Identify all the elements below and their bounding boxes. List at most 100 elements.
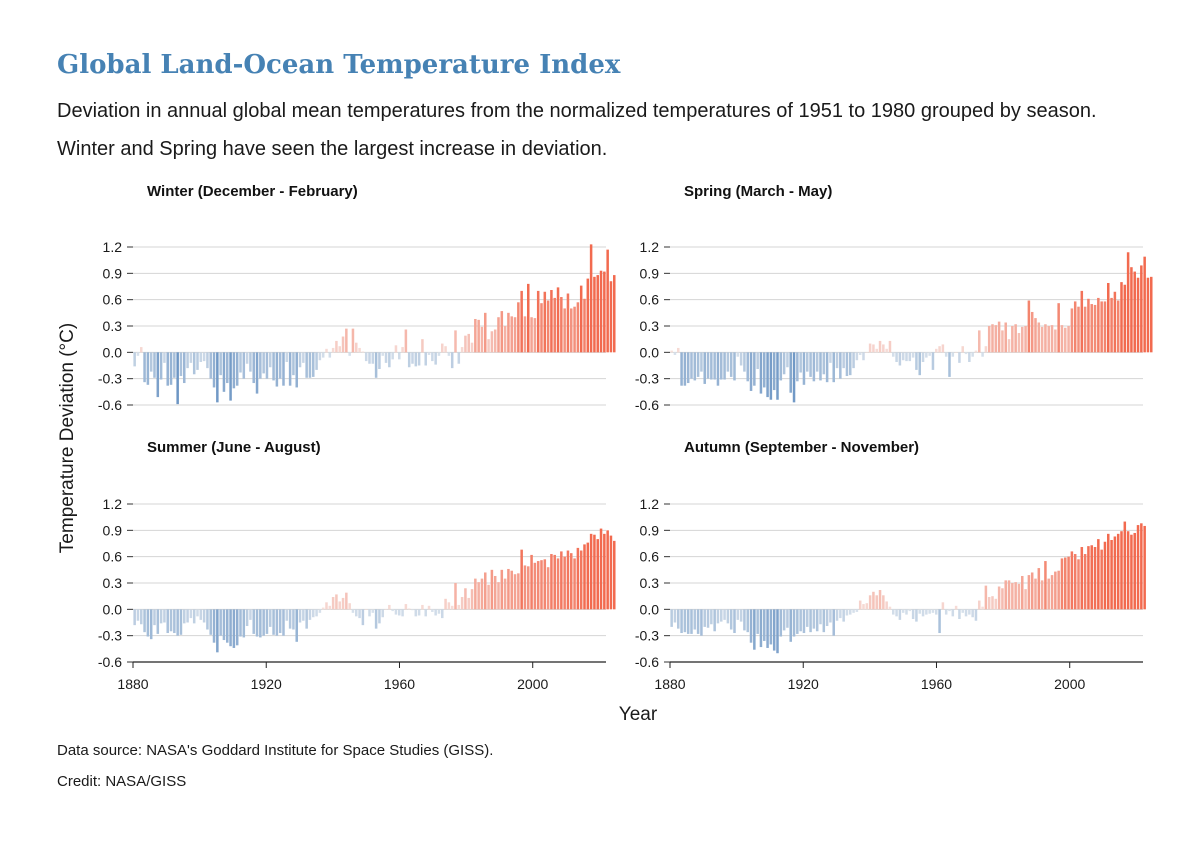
bar-1958 [391,352,394,360]
bar-2022 [1140,265,1143,353]
bar-1970 [431,609,434,612]
y-tick-label: 0.0 [103,601,123,617]
bar-1981 [1004,580,1007,610]
bar-1965 [951,352,955,357]
bar-1899 [733,609,736,634]
bar-2009 [560,297,563,353]
bar-1993 [1044,561,1047,610]
bar-1904 [749,609,753,643]
bar-1918 [259,609,262,638]
bar-1923 [275,352,279,387]
bar-1992 [503,578,507,610]
bar-1967 [421,604,424,610]
y-tick-label: 0.9 [640,265,660,281]
bar-2000 [1067,556,1070,610]
y-tick-label: -0.3 [635,371,659,387]
bar-1987 [1024,326,1027,353]
bar-1950 [364,352,368,362]
bar-2022 [1140,523,1143,610]
bar-1978 [457,604,461,610]
bar-1945 [885,348,888,353]
bar-1898 [729,609,733,630]
bar-1935 [315,609,318,617]
bar-2010 [563,556,566,610]
bar-1967 [421,339,424,353]
bar-1942 [875,595,878,610]
bar-1885 [149,609,153,640]
bar-1999 [1064,327,1067,353]
bar-1934 [849,609,852,615]
bar-1906 [219,609,222,636]
y-tick-label: 0.6 [640,549,660,565]
bar-1932 [305,609,308,629]
bar-1994 [510,570,513,610]
bar-1965 [414,609,418,617]
bar-2015 [579,550,583,610]
bar-1935 [315,352,318,370]
bar-1966 [954,352,958,353]
bar-1940 [868,343,872,353]
bar-1957 [388,604,391,610]
bar-2012 [570,553,573,610]
bar-2022 [603,533,606,610]
bar-1936 [318,352,322,361]
bar-2000 [1067,326,1070,353]
bar-1973 [978,600,981,610]
bar-1932 [842,609,845,622]
bar-1980 [1001,588,1004,610]
bar-1946 [888,340,892,353]
bar-1899 [196,352,199,370]
bar-2007 [1090,545,1093,610]
bar-1966 [954,605,958,610]
bar-1986 [484,572,487,610]
bar-1935 [852,352,855,369]
bar-2003 [1077,559,1080,610]
bar-1883 [680,352,683,386]
bar-1992 [1040,326,1044,353]
bar-1920 [802,352,806,385]
bar-1951 [368,352,371,364]
bar-1889 [700,609,703,636]
bar-1943 [878,340,882,353]
bar-1983 [1011,583,1014,610]
bar-2020 [1133,271,1136,353]
bar-1984 [1014,324,1017,353]
bar-2000 [530,317,533,353]
bar-1952 [908,352,912,362]
bar-1888 [159,352,163,380]
panel-title: Autumn (September - November) [684,439,919,456]
bar-1999 [1064,557,1067,610]
bar-2011 [566,550,570,610]
bar-1903 [209,609,212,635]
bar-2009 [560,551,563,610]
bar-1885 [686,609,690,634]
bar-1881 [673,352,677,355]
bar-1894 [179,352,183,377]
bar-1933 [308,352,312,378]
bar-1987 [487,339,490,353]
bar-1956 [384,352,388,363]
bar-1906 [756,609,759,634]
bar-1923 [812,609,816,629]
bar-1924 [815,609,819,632]
bar-1912 [239,609,242,637]
bar-2014 [576,547,580,610]
bar-1898 [192,352,196,375]
bar-1881 [136,609,140,621]
bar-1939 [328,605,332,610]
bar-1985 [480,578,484,610]
bar-1965 [414,352,418,367]
bar-1989 [1030,311,1034,353]
bar-1968 [424,609,427,617]
bar-1926 [285,352,289,362]
bar-1965 [951,609,955,617]
bar-1912 [776,352,779,400]
bar-1960 [398,609,401,616]
bar-1901 [739,609,743,622]
bar-1975 [984,346,988,353]
bar-1958 [928,352,931,356]
bar-1906 [219,352,222,376]
chart-title: Global Land-Ocean Temperature Index [57,50,621,80]
bar-1887 [693,352,697,381]
bar-1943 [341,597,345,610]
